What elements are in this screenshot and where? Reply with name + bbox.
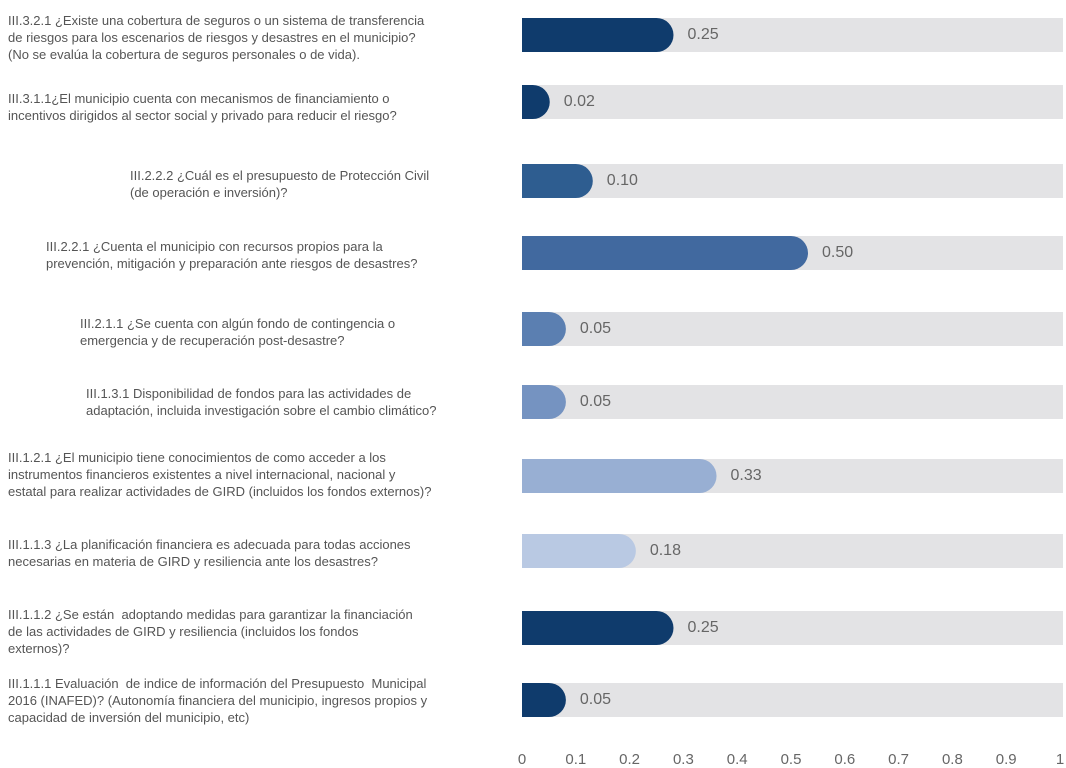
x-tick-label: 0.5 — [781, 751, 802, 768]
bar — [522, 611, 674, 645]
bar — [522, 683, 566, 717]
x-tick-label: 0.2 — [619, 751, 640, 768]
value-label: 0.05 — [580, 691, 611, 708]
track — [522, 683, 1063, 717]
category-label: III.2.2.1 ¿Cuenta el municipio con recur… — [46, 239, 418, 271]
value-label: 0.50 — [822, 244, 853, 261]
category-label: III.1.1.1 Evaluación de indice de inform… — [8, 676, 428, 725]
x-tick-label: 0.4 — [727, 751, 748, 768]
value-label: 0.18 — [650, 542, 681, 559]
value-label: 0.02 — [564, 93, 595, 110]
track — [522, 385, 1063, 419]
track — [522, 164, 1063, 198]
track — [522, 85, 1063, 119]
value-label: 0.25 — [688, 26, 719, 43]
bar — [522, 385, 566, 419]
x-tick-label: 0.1 — [565, 751, 586, 768]
x-tick-label: 0.6 — [834, 751, 855, 768]
x-tick-label: 0.9 — [996, 751, 1017, 768]
value-label: 0.25 — [688, 619, 719, 636]
value-label: 0.05 — [580, 393, 611, 410]
value-label: 0.05 — [580, 320, 611, 337]
value-label: 0.33 — [731, 467, 762, 484]
bar — [522, 18, 674, 52]
bar — [522, 85, 550, 119]
category-label: III.3.2.1 ¿Existe una cobertura de segur… — [8, 13, 425, 62]
category-label: III.1.1.3 ¿La planificación financiera e… — [8, 537, 411, 569]
category-label: III.3.1.1¿El municipio cuenta con mecani… — [8, 91, 397, 123]
category-label: III.1.2.1 ¿El municipio tiene conocimien… — [8, 450, 432, 499]
x-tick-label: 0.7 — [888, 751, 909, 768]
x-tick-label: 0.8 — [942, 751, 963, 768]
x-tick-label: 0 — [518, 751, 526, 768]
bar — [522, 534, 636, 568]
bar — [522, 236, 808, 270]
value-label: 0.10 — [607, 172, 638, 189]
bar — [522, 459, 717, 493]
x-tick-label: 1 — [1056, 751, 1064, 768]
category-label: III.2.1.1 ¿Se cuenta con algún fondo de … — [80, 316, 396, 348]
category-label: III.2.2.2 ¿Cuál es el presupuesto de Pro… — [130, 168, 430, 200]
category-label: III.1.1.2 ¿Se están adoptando medidas pa… — [8, 607, 413, 656]
bar — [522, 312, 566, 346]
x-tick-label: 0.3 — [673, 751, 694, 768]
track — [522, 312, 1063, 346]
bar — [522, 164, 593, 198]
category-label: III.1.3.1 Disponibilidad de fondos para … — [86, 386, 437, 418]
